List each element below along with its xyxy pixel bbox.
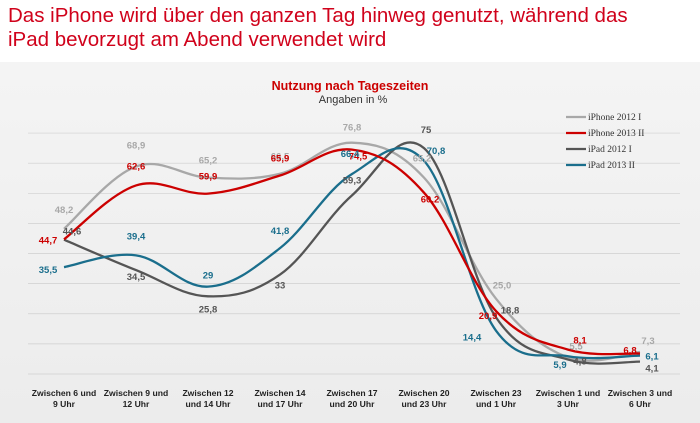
data-label: 41,8: [271, 226, 290, 237]
data-label: 59,3: [343, 175, 362, 186]
data-label: 29: [203, 271, 214, 282]
category-label: Zwischen 6 und: [32, 388, 96, 398]
legend-entry: iPad 2013 II: [588, 161, 635, 171]
data-label: 18,8: [501, 305, 520, 316]
category-label: und 14 Uhr: [186, 399, 232, 409]
category-label: Zwischen 9 und: [104, 388, 168, 398]
data-label: 65,9: [271, 154, 290, 165]
series-line-iphone-2013-ii: [63, 148, 641, 356]
data-label: 60,2: [421, 195, 440, 206]
category-label: 6 Uhr: [629, 399, 652, 409]
data-label: 62,6: [127, 161, 146, 172]
data-label: 65,2: [413, 154, 432, 165]
category-label: und 1 Uhr: [476, 399, 517, 409]
data-label: 66,4: [341, 149, 360, 160]
data-label: 74,5: [349, 152, 368, 163]
category-label: Zwischen 1 und: [536, 388, 600, 398]
data-label: 25,0: [493, 281, 512, 292]
data-label: 33: [275, 281, 286, 292]
data-label: 5,5: [569, 341, 583, 352]
data-label: 65,2: [199, 156, 218, 167]
data-label: 20,9: [479, 311, 498, 322]
data-label: 8,1: [573, 336, 587, 347]
data-label: 76,8: [343, 123, 362, 134]
category-label: Zwischen 20: [398, 388, 449, 398]
category-label: Zwischen 3 und: [608, 388, 672, 398]
category-label: und 23 Uhr: [402, 399, 448, 409]
category-label: Zwischen 12: [182, 388, 233, 398]
data-label: 75: [421, 125, 432, 136]
category-label: Zwischen 14: [254, 388, 305, 398]
data-label: 25,8: [199, 304, 218, 315]
category-label: Zwischen 23: [470, 388, 521, 398]
category-label: 3 Uhr: [557, 399, 580, 409]
legend-entry: iPad 2012 I: [588, 145, 632, 155]
data-label: 59,9: [199, 172, 218, 183]
category-label: und 20 Uhr: [330, 399, 376, 409]
series-line-ipad-2013-ii: [63, 147, 641, 360]
category-label: 12 Uhr: [123, 399, 150, 409]
data-label: 70,8: [427, 146, 446, 157]
data-label: 66,5: [271, 152, 290, 163]
category-label: und 17 Uhr: [258, 399, 304, 409]
data-label: 6,1: [645, 352, 659, 363]
data-label: 39,4: [127, 231, 146, 242]
data-label: 35,5: [39, 265, 58, 276]
data-label: 7,3: [641, 336, 654, 347]
category-label: Zwischen 17: [326, 388, 377, 398]
data-label: 4,1: [645, 364, 659, 375]
chart-title: Nutzung nach Tageszeiten: [272, 79, 429, 93]
legend: iPhone 2012 I iPhone 2013 II iPad 2012 I iP…: [566, 113, 644, 171]
data-label: 44,6: [63, 227, 82, 238]
series-lines: [63, 141, 641, 365]
data-label: 4,8: [573, 357, 586, 368]
chart-subtitle: Angaben in %: [319, 94, 388, 106]
data-label: 34,5: [127, 272, 146, 283]
data-label: 5,9: [553, 360, 566, 371]
data-label: 48,2: [55, 205, 74, 216]
data-labels: 48,2 68,9 65,2 66,5 76,8 65,2 25,0 5,5 7,3 44,7 62…: [39, 123, 660, 375]
data-label: 44,7: [39, 235, 58, 246]
legend-entry: iPhone 2013 II: [588, 129, 644, 139]
series-line-ipad-2012-i: [63, 141, 641, 365]
data-label: 6,8: [623, 346, 636, 357]
headline-line-1: Das iPhone wird über den ganzen Tag hinw…: [8, 4, 628, 27]
legend-entry: iPhone 2012 I: [588, 113, 641, 123]
category-label: 9 Uhr: [53, 399, 76, 409]
headline: Das iPhone wird über den ganzen Tag hinw…: [8, 4, 698, 52]
data-label: 14,4: [463, 333, 482, 344]
headline-line-2: iPad bevorzugt am Abend verwendet wird: [8, 28, 387, 51]
data-label: 68,9: [127, 140, 146, 151]
